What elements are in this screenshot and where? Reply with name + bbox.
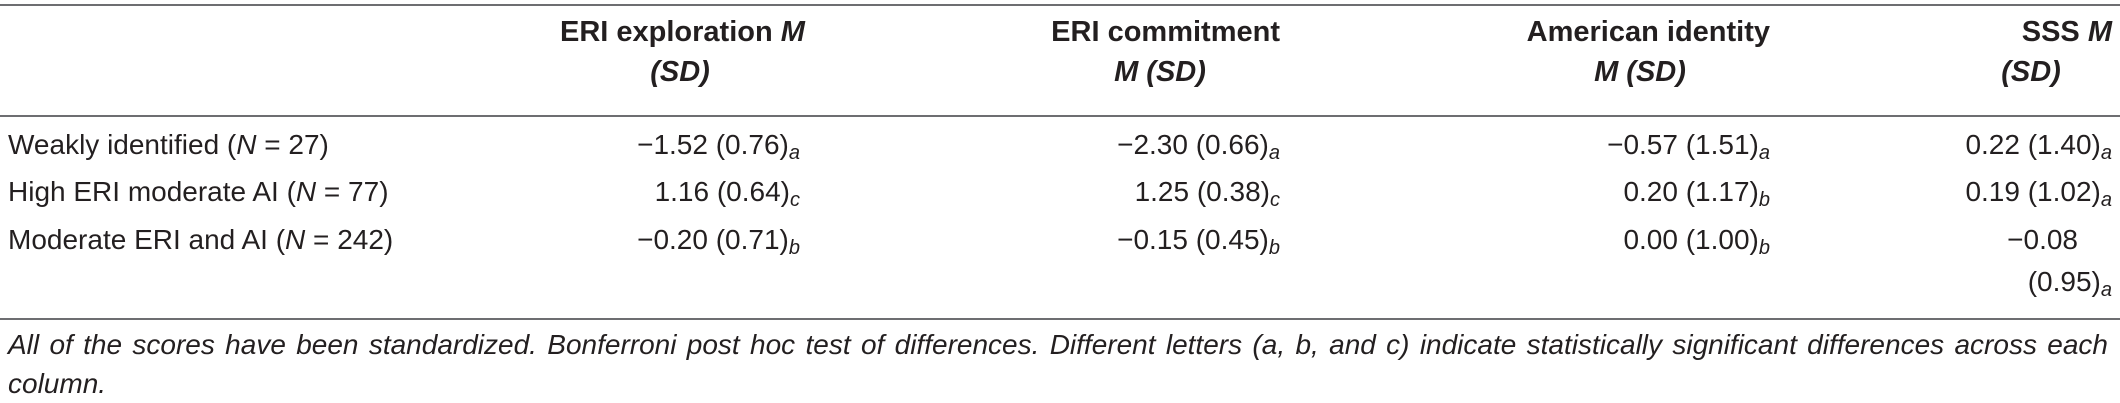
row-label: Weakly identified (N = 27) <box>8 129 329 160</box>
row-label: Moderate ERI and AI (N = 242) <box>8 224 394 255</box>
cell-eri-commitment: −2.30 (0.66)a <box>1117 129 1280 164</box>
cell-eri-commitment: −0.15 (0.45)b <box>1117 224 1280 259</box>
cell-sss: 0.19 (1.02)a <box>1965 176 2112 211</box>
cell-eri-exploration: −1.52 (0.76)a <box>637 129 800 164</box>
cell-sss: 0.22 (1.40)a <box>1965 129 2112 164</box>
column-header-sss: SSS M (SD) <box>2001 16 2112 88</box>
cell-eri-commitment: 1.25 (0.38)c <box>1134 176 1280 211</box>
cell-american-identity: −0.57 (1.51)a <box>1607 129 1770 164</box>
column-header-eri-commitment: ERI commitment M (SD) <box>1051 16 1280 88</box>
cell-american-identity: 0.20 (1.17)b <box>1623 176 1770 211</box>
cell-eri-exploration: 1.16 (0.64)c <box>654 176 800 211</box>
table-footnote: All of the scores have been standardized… <box>8 329 2108 399</box>
table-top-rule <box>0 4 2120 6</box>
row-label: High ERI moderate AI (N = 77) <box>8 176 389 207</box>
cell-american-identity: 0.00 (1.00)b <box>1623 224 1770 259</box>
column-header-eri-exploration: ERI exploration M (SD) <box>560 16 805 88</box>
cell-sss: −0.08 <box>2007 224 2078 255</box>
cell-sss-continued: (0.95)a <box>2027 266 2112 301</box>
table-bottom-rule <box>0 318 2120 320</box>
table-header-rule <box>0 115 2120 117</box>
cell-eri-exploration: −0.20 (0.71)b <box>637 224 800 259</box>
column-header-american-identity: American identity M (SD) <box>1526 16 1770 88</box>
